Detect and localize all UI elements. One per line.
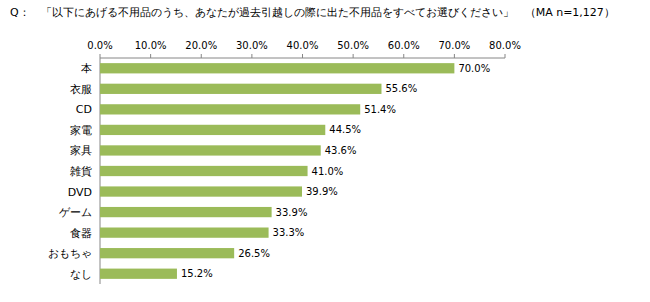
bar <box>100 84 381 94</box>
y-tick-label: DVD <box>68 186 92 199</box>
y-tick-label: 食器 <box>70 227 92 240</box>
x-tick-label: 10.0% <box>135 40 167 51</box>
x-tick-label: 70.0% <box>438 40 470 51</box>
x-tick-label: 40.0% <box>287 40 319 51</box>
data-label: 33.9% <box>276 207 308 218</box>
data-label: 44.5% <box>329 124 361 135</box>
data-label: 33.3% <box>273 227 305 238</box>
x-tick <box>302 54 303 58</box>
x-tick-label: 60.0% <box>388 40 420 51</box>
chart: Q： 「以下にあげる不用品のうち、あなたが過去引越しの際に出た不用品をすべてお選… <box>0 0 650 302</box>
bar <box>100 125 325 135</box>
bar <box>100 228 269 238</box>
x-tick <box>150 54 151 58</box>
x-tick <box>100 54 101 58</box>
y-tick-label: 家具 <box>70 144 92 157</box>
y-tick-label: 雑貨 <box>70 165 92 178</box>
bar <box>100 104 360 114</box>
bar <box>100 207 272 217</box>
y-tick-label: おもちゃ <box>48 247 92 260</box>
y-tick-label: 衣服 <box>70 83 92 96</box>
x-tick-label: 20.0% <box>185 40 217 51</box>
title: Q： 「以下にあげる不用品のうち、あなたが過去引越しの際に出た不用品をすべてお選… <box>10 6 615 19</box>
data-label: 15.2% <box>181 268 213 279</box>
x-tick <box>251 54 252 58</box>
x-tick <box>505 54 506 58</box>
data-label: 70.0% <box>458 63 490 74</box>
x-tick-label: 30.0% <box>236 40 268 51</box>
x-tick-label: 0.0% <box>87 40 112 51</box>
data-label: 39.9% <box>306 186 338 197</box>
data-label: 41.0% <box>312 166 344 177</box>
x-tick <box>353 54 354 58</box>
bar <box>100 63 454 73</box>
x-tick-label: 80.0% <box>489 40 521 51</box>
data-label: 55.6% <box>385 83 417 94</box>
y-tick-label: 本 <box>81 62 92 75</box>
x-tick <box>201 54 202 58</box>
data-label: 26.5% <box>238 248 270 259</box>
y-tick-label: 家電 <box>70 124 92 137</box>
x-tick <box>454 54 455 58</box>
data-label: 51.4% <box>364 104 396 115</box>
x-tick-label: 50.0% <box>337 40 369 51</box>
bar <box>100 269 177 279</box>
y-tick-label: ゲーム <box>59 206 92 219</box>
bar <box>100 145 321 155</box>
bars <box>100 63 454 279</box>
x-tick <box>403 54 404 58</box>
y-tick-label: なし <box>70 268 92 281</box>
y-tick-label: CD <box>76 103 92 116</box>
bar <box>100 186 302 196</box>
bar <box>100 248 234 258</box>
bar <box>100 166 308 176</box>
data-label: 43.6% <box>325 145 357 156</box>
